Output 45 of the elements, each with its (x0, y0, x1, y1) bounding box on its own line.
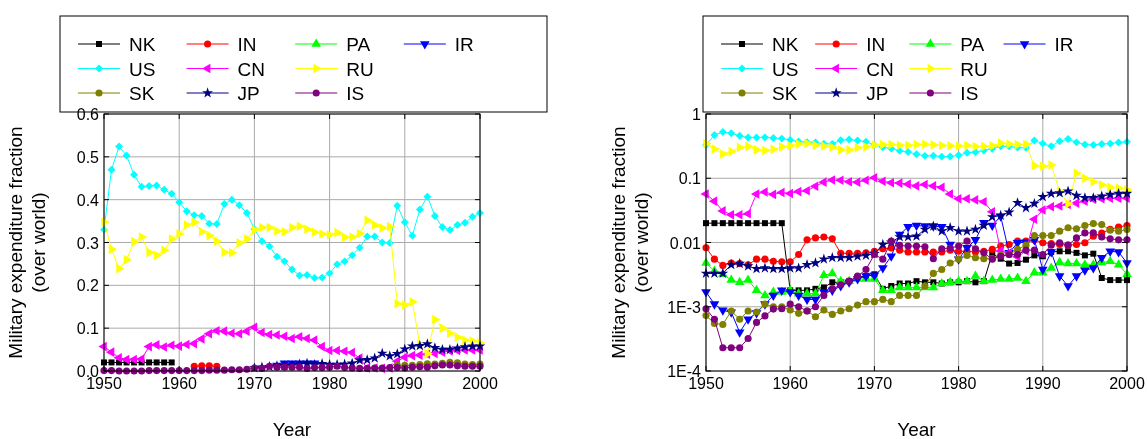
legend-label: IR (1054, 34, 1074, 55)
y-tick-label: 0.4 (76, 191, 100, 209)
legend-label: PA (960, 34, 985, 55)
x-tick-label: 1990 (387, 375, 423, 392)
x-tick-label: 1970 (236, 375, 273, 392)
y-tick-label: 1 (692, 106, 702, 123)
legend-label: IS (960, 83, 979, 104)
x-tick-label: 1960 (161, 375, 198, 392)
y-tick-label: 0.6 (76, 106, 100, 123)
y-tick-label: 0.5 (76, 148, 100, 166)
y-tick-label: 0.2 (76, 277, 100, 295)
x-tick-label: 1980 (940, 375, 977, 392)
legend-label: CN (237, 58, 266, 80)
legend-label: US (772, 58, 799, 80)
x-axis-title: Year (897, 419, 937, 439)
y-tick-label: 1E-3 (667, 298, 702, 316)
x-tick-label: 1970 (856, 375, 893, 392)
legend-label: CN (866, 58, 894, 80)
legend-label: IN (866, 34, 886, 55)
y-axis-title: Military expenditure fraction (over world) (608, 126, 652, 359)
y-tick-label: 0.3 (76, 234, 100, 252)
x-tick-label: 1990 (1025, 375, 1061, 392)
y-tick-label: 0.01 (669, 234, 702, 252)
legend-label: PA (346, 34, 371, 55)
y-axis-title: Military expenditure fraction (over world) (5, 126, 49, 359)
legend-label: IS (346, 83, 365, 104)
legend-label: SK (129, 83, 155, 104)
x-tick-label: 2000 (462, 375, 498, 392)
legend-label: JP (866, 83, 889, 104)
x-tick-label: 1980 (311, 375, 348, 392)
legend-label: RU (346, 58, 374, 80)
legend-label: SK (772, 83, 798, 104)
legend-label: IN (237, 34, 257, 55)
legend-label: NK (129, 34, 156, 55)
legend-label: IR (454, 34, 474, 55)
x-tick-label: 1960 (772, 375, 809, 392)
x-tick-label: 2000 (1109, 375, 1145, 392)
y-tick-label: 0.1 (76, 320, 100, 338)
x-tick-label: 1950 (688, 375, 724, 392)
legend-label: US (129, 58, 156, 80)
legend-label: NK (772, 34, 799, 55)
legend-label: JP (237, 83, 260, 104)
y-tick-label: 0.1 (678, 170, 702, 188)
legend-label: RU (960, 58, 988, 80)
x-axis-title: Year (272, 419, 312, 439)
